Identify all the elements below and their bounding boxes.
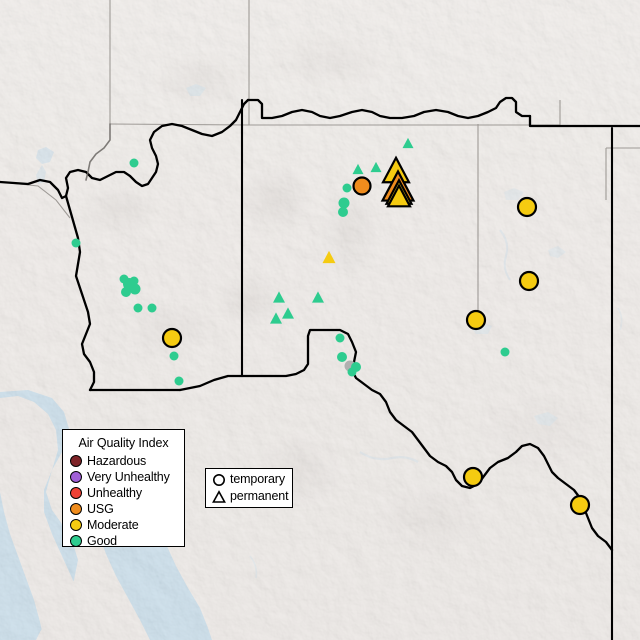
map-marker-circle[interactable] [335,350,349,364]
map-marker-circle[interactable] [118,273,131,286]
map-marker-triangle[interactable] [271,289,287,304]
aqi-legend-title: Air Quality Index [78,436,169,450]
map-marker-circle[interactable] [168,350,181,363]
map-marker-triangle[interactable] [351,162,366,176]
aqi-legend-label: Good [87,533,117,548]
map-marker-triangle[interactable] [268,310,284,325]
aqi-legend-row: USG [63,501,184,517]
aqi-legend-label: Hazardous [87,453,147,468]
map-marker-circle[interactable] [516,268,542,294]
aqi-legend-label: Unhealthy [87,485,142,500]
map-marker-circle[interactable] [334,332,347,345]
map-marker-circle[interactable] [567,492,593,518]
aqi-legend-swatch-icon [70,487,82,499]
map-marker-triangle[interactable] [310,289,326,304]
circle-outline-icon [211,472,226,487]
aqi-legend-row: Good [63,533,184,549]
aqi-legend: Air Quality Index Hazardous Very Unhealth… [62,429,185,547]
aqi-legend-row: Unhealthy [63,485,184,501]
aqi-legend-row: Very Unhealthy [63,469,184,485]
map-marker-circle[interactable] [341,182,354,195]
aqi-legend-swatch-icon [70,471,82,483]
map-marker-circle[interactable] [119,285,133,299]
map-marker-circle[interactable] [146,302,159,315]
map-marker-circle[interactable] [514,194,540,220]
aqi-legend-swatch-icon [70,519,82,531]
map-marker-circle[interactable] [460,464,486,490]
map-marker-triangle[interactable] [401,136,416,150]
map-marker-triangle[interactable] [321,249,338,265]
aqi-legend-swatch-icon [70,455,82,467]
map-marker-circle[interactable] [336,205,350,219]
map-marker-circle[interactable] [128,282,143,297]
legend-row-permanent: permanent [206,488,292,505]
map-marker-circle[interactable] [349,173,374,198]
aqi-legend-swatch-icon [70,503,82,515]
triangle-outline-icon [211,489,226,504]
legend-label-permanent: permanent [230,489,289,503]
aqi-legend-row: Hazardous [63,453,184,469]
aqi-legend-row: Moderate [63,517,184,533]
aqi-legend-label: Moderate [87,517,139,532]
aqi-legend-label: USG [87,501,114,516]
map-marker-circle[interactable] [346,366,359,379]
site-type-legend: temporary permanent [205,468,293,508]
map-marker-circle[interactable] [132,302,145,315]
map-marker-circle[interactable] [173,375,186,388]
legend-row-temporary: temporary [206,471,292,488]
map-marker-circle[interactable] [463,307,489,333]
aqi-legend-rows: Hazardous Very Unhealthy Unhealthy USG Moder… [63,453,184,549]
map-marker-circle[interactable] [337,196,352,211]
map-marker-triangle[interactable] [384,181,414,210]
map-marker-circle[interactable] [128,157,141,170]
aqi-legend-label: Very Unhealthy [87,469,170,484]
map-marker-circle[interactable] [499,346,512,359]
map-marker-circle[interactable] [159,325,185,351]
map-marker-circle[interactable] [128,275,141,288]
map-marker-triangle[interactable] [280,305,296,320]
aqi-legend-swatch-icon [70,535,82,547]
map-marker-circle[interactable] [70,237,83,250]
legend-label-temporary: temporary [230,472,285,486]
map-marker-triangle[interactable] [369,160,384,174]
